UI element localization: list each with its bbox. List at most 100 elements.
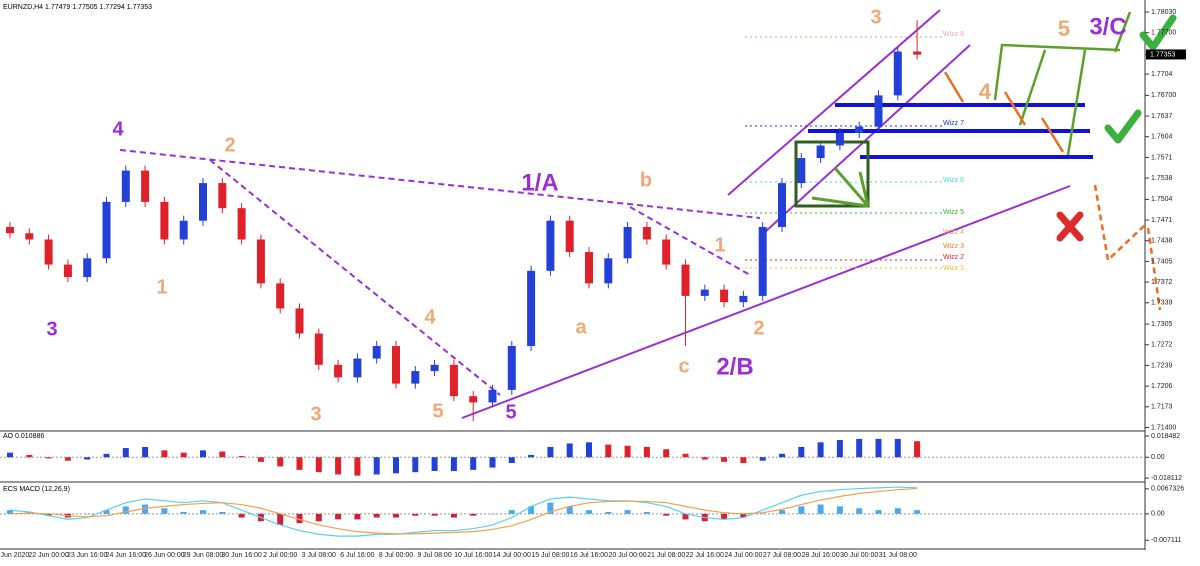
candle-body — [893, 51, 902, 96]
y-tick-label: 0.018482 — [1151, 433, 1180, 440]
x-tick-label: 14 Jul 00:00 — [493, 552, 531, 559]
candle-body — [739, 295, 748, 303]
histogram-bar — [914, 441, 921, 458]
level-label: Wizz 1 — [943, 265, 964, 272]
candle-body — [662, 239, 671, 265]
histogram-bar — [296, 513, 303, 524]
x-tick-label: 24 Jul 00:00 — [724, 552, 762, 559]
x-tick-label: 20 Jul 00:00 — [609, 552, 647, 559]
indicator-line — [9, 486, 918, 537]
wave-label: 3 — [310, 403, 321, 425]
histogram-bar — [856, 508, 863, 514]
level-label: Wizz 6 — [943, 177, 964, 184]
histogram-bar — [7, 452, 13, 458]
trendline — [209, 159, 501, 396]
histogram-bar — [875, 438, 882, 458]
histogram-bar — [682, 513, 689, 520]
y-tick-label: 1.7173 — [1151, 404, 1173, 411]
candle-body — [430, 364, 439, 372]
y-tick-label: 1.76700 — [1151, 92, 1176, 99]
trendline — [461, 185, 1071, 419]
wave-label: 1 — [714, 234, 725, 256]
candle-body — [874, 95, 883, 127]
histogram-bar — [277, 513, 284, 525]
histogram-bar — [817, 504, 824, 514]
histogram-bar — [740, 457, 747, 463]
histogram-bar — [624, 510, 631, 514]
histogram-bar — [528, 506, 535, 514]
channel-line — [727, 9, 941, 196]
histogram-bar — [450, 513, 457, 518]
histogram-bar — [682, 453, 689, 458]
histogram-bar — [180, 452, 187, 458]
histogram-bar — [798, 446, 805, 458]
histogram-bar — [663, 449, 670, 458]
histogram-bar — [257, 457, 264, 462]
histogram-bar — [547, 502, 554, 514]
histogram-bar — [836, 440, 843, 458]
histogram-bar — [238, 513, 245, 518]
projection — [1093, 184, 1162, 311]
x-tick-label: 22 Jun 00:00 — [28, 552, 69, 559]
candle-body — [199, 183, 207, 221]
candle-body — [700, 289, 709, 296]
x-tick-label: 26 Jun 00:00 — [144, 552, 185, 559]
drawings — [119, 9, 1177, 419]
histogram-bar — [508, 457, 515, 463]
histogram-bar — [64, 457, 71, 461]
histogram-bar — [740, 513, 747, 518]
wave-label: 2/B — [716, 353, 753, 380]
x-tick-label: 22 Jul 16:00 — [686, 552, 724, 559]
candle-body — [256, 239, 265, 284]
wave-label: c — [678, 355, 689, 377]
wave-label: 5 — [1058, 16, 1070, 41]
histogram-bar — [779, 453, 785, 458]
histogram-bar — [508, 510, 515, 514]
candle-body — [218, 183, 227, 209]
histogram-bar — [200, 450, 206, 458]
histogram-bar — [315, 457, 322, 473]
panel-title: AO 0.010886 — [3, 433, 44, 440]
candle-body — [585, 252, 593, 284]
candle-body — [63, 264, 72, 278]
y-tick-label: 1.7604 — [1151, 134, 1173, 141]
y-tick-label: 1.7504 — [1151, 196, 1173, 203]
histogram-bar — [7, 510, 13, 514]
histogram-bar — [721, 457, 728, 462]
histogram-bar — [489, 457, 496, 468]
histogram-bar — [431, 513, 438, 516]
histogram-bar — [605, 444, 612, 458]
channel-line — [764, 44, 971, 233]
projection — [943, 71, 1065, 153]
y-tick-label: 1.7239 — [1151, 362, 1173, 369]
histogram-bar — [103, 510, 110, 514]
histogram-bar — [875, 510, 882, 514]
candle-body — [758, 226, 767, 296]
histogram-bar — [663, 513, 670, 516]
x-tick-label: 29 Jun 08:00 — [183, 552, 224, 559]
histogram-bar — [45, 457, 52, 459]
y-tick-label: 1.7206 — [1151, 383, 1173, 390]
level-label: Wizz 2 — [943, 254, 964, 261]
check-mark — [1104, 14, 1177, 144]
histogram-bar — [161, 450, 168, 458]
histogram-bar — [489, 513, 496, 515]
histogram-bar — [605, 511, 612, 514]
histogram-bar — [914, 510, 921, 514]
histogram-bar — [238, 456, 245, 458]
y-tick-label: 1.7704 — [1151, 71, 1173, 78]
candle-body — [179, 220, 188, 240]
histogram-bar — [798, 506, 805, 514]
x-tick-label: 2 Jul 00:00 — [263, 552, 297, 559]
projection — [993, 11, 1132, 156]
histogram-bar — [122, 506, 129, 514]
histogram-bar — [701, 457, 708, 460]
wave-label: 5 — [432, 400, 443, 422]
wave-label: 2 — [224, 134, 235, 156]
y-tick-label: 1.7471 — [1151, 217, 1173, 224]
wave-label: 3 — [870, 6, 881, 28]
histogram-bar — [470, 457, 477, 470]
candle-body — [25, 233, 34, 240]
y-tick-label: 1.7339 — [1151, 300, 1173, 307]
